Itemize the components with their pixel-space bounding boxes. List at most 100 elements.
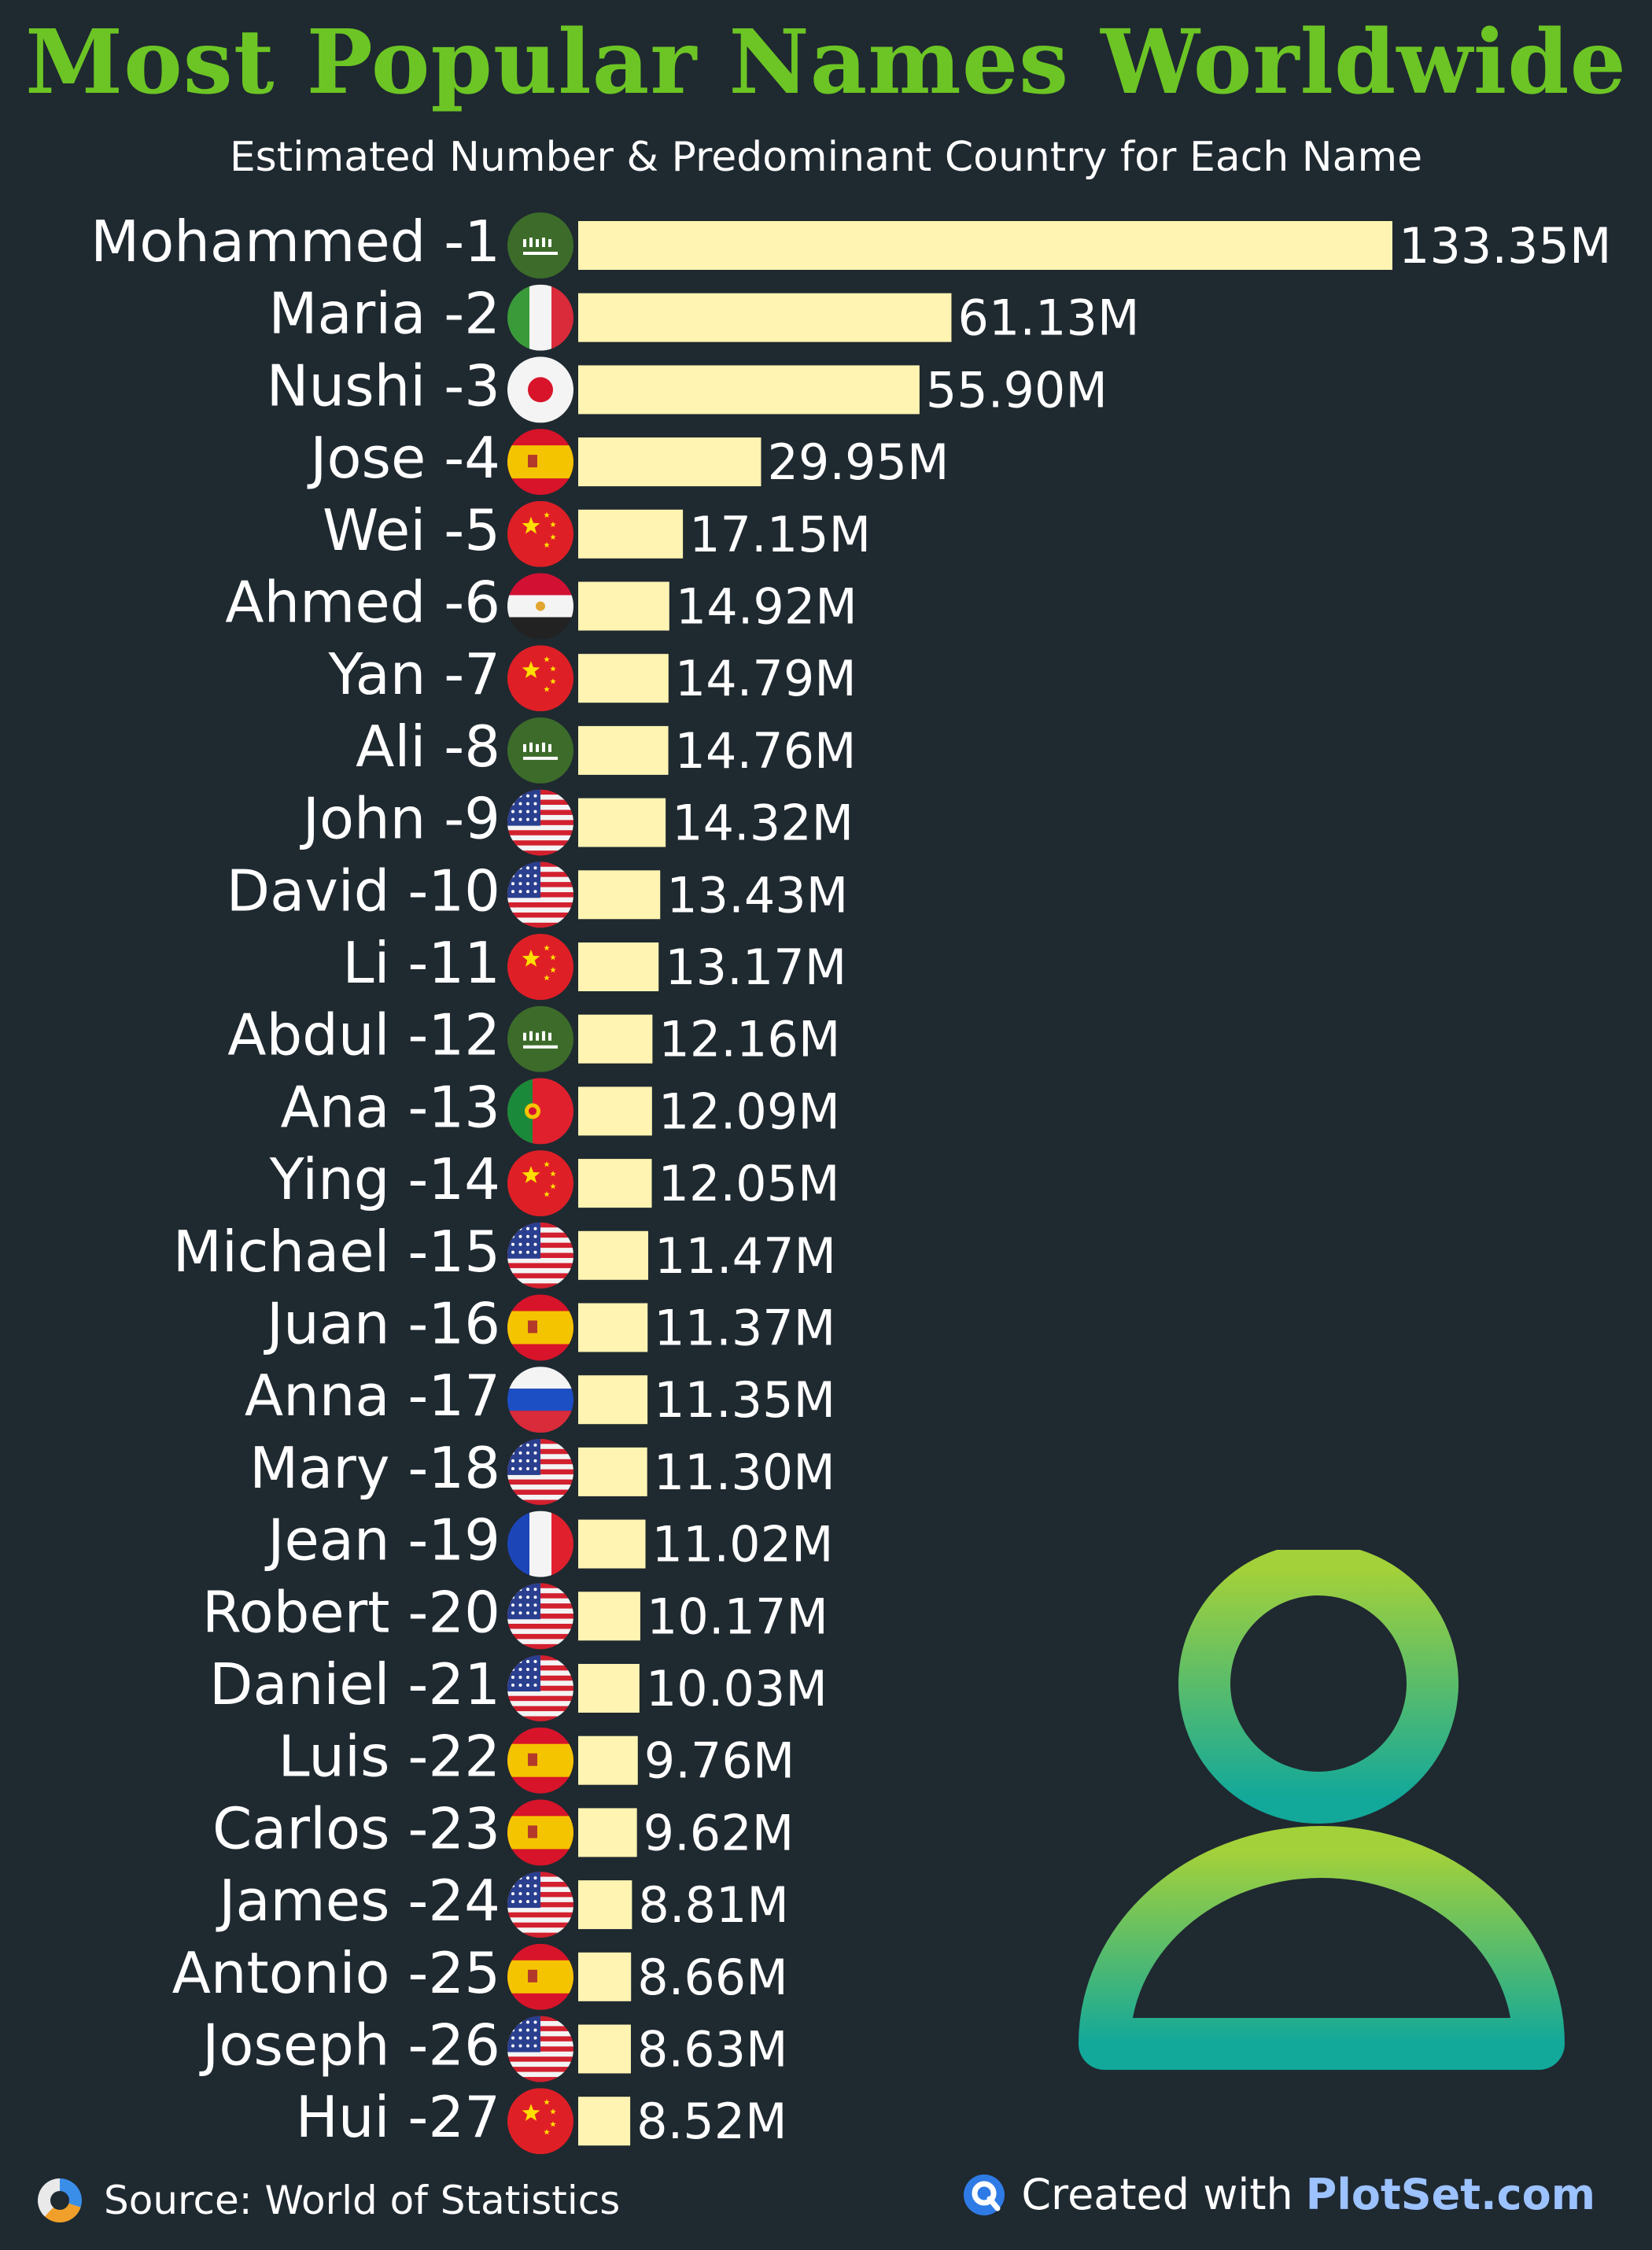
bar [578, 1375, 648, 1425]
bar-row: Ana -13 12.09M [281, 1074, 840, 1145]
category-label: Li -11 [342, 930, 500, 996]
value-label: 8.52M [636, 2093, 787, 2150]
portugal-flag-icon [507, 1078, 573, 1145]
bar-row: Jose -4 29.95M [307, 425, 949, 496]
bar-row: Juan -16 11.37M [264, 1291, 835, 1361]
category-label: Anna -17 [245, 1363, 500, 1429]
usa-flag-icon [507, 2016, 573, 2082]
china-flag-icon [507, 2088, 573, 2155]
category-label: Ana -13 [281, 1074, 501, 1140]
bar [578, 509, 684, 559]
bar-row: Ahmed -6 14.92M [225, 570, 857, 640]
bar [578, 870, 661, 920]
bar-row: Daniel -21 10.03M [209, 1651, 828, 1721]
bar [578, 1086, 652, 1136]
category-label: Mohammed -1 [90, 208, 500, 275]
category-label: Ahmed -6 [225, 570, 500, 636]
bar [578, 654, 669, 703]
usa-flag-icon [507, 1222, 573, 1289]
category-label: James -24 [216, 1868, 500, 1934]
bar [578, 798, 666, 847]
bar-row: Wei -5 17.15M [323, 497, 871, 567]
usa-flag-icon [507, 861, 573, 928]
category-label: Michael -15 [173, 1219, 500, 1285]
category-label: Joseph -26 [199, 2012, 500, 2078]
value-label: 10.17M [647, 1588, 828, 1645]
bar [578, 1519, 646, 1569]
credit-brand: PlotSet.com [1305, 2170, 1595, 2219]
bar-row: Joseph -26 8.63M [199, 2012, 788, 2082]
saudi-arabia-flag-icon [507, 1005, 573, 1072]
value-label: 14.79M [675, 650, 857, 707]
value-label: 12.16M [658, 1011, 840, 1068]
value-label: 11.30M [654, 1444, 835, 1501]
bar-row: Yan -7 14.79M [328, 641, 857, 712]
value-label: 12.05M [658, 1155, 840, 1212]
bar [578, 1592, 640, 1641]
bar [578, 1880, 632, 1930]
usa-flag-icon [507, 789, 573, 856]
source-note: Source: World of Statistics [38, 2178, 620, 2223]
bar [578, 1303, 648, 1352]
bar-row: Jean -19 11.02M [264, 1507, 834, 1577]
spain-flag-icon [507, 429, 573, 496]
bar-row: Nushi -3 55.90M [267, 352, 1108, 423]
bar-row: Ying -14 12.05M [269, 1146, 840, 1217]
chart-subtitle: Estimated Number & Predominant Country f… [229, 134, 1423, 181]
bar [578, 2097, 631, 2146]
category-label: Robert -20 [202, 1579, 500, 1645]
bar-row: Maria -2 61.13M [268, 281, 1139, 351]
value-label: 12.09M [658, 1083, 840, 1140]
value-label: 11.35M [654, 1371, 835, 1429]
bar [578, 942, 659, 991]
category-label: David -10 [227, 858, 500, 924]
chart-title: Most Popular Names Worldwide [25, 11, 1627, 114]
value-label: 17.15M [689, 506, 871, 563]
france-flag-icon [507, 1510, 573, 1577]
bar-row: Li -11 13.17M [342, 930, 846, 1000]
china-flag-icon [507, 1150, 573, 1217]
category-label: Yan -7 [328, 641, 501, 707]
bar-row: Mohammed -1 133.35M [90, 208, 1611, 278]
category-label: Mary -18 [249, 1435, 500, 1501]
category-label: John -9 [300, 786, 500, 852]
value-label: 11.37M [654, 1300, 835, 1357]
value-label: 13.17M [665, 939, 846, 996]
bar-row: Anna -17 11.35M [245, 1363, 835, 1433]
category-label: Luis -22 [278, 1724, 500, 1790]
bar [578, 437, 761, 487]
value-label: 8.66M [637, 1949, 788, 2006]
bar-row: Ali -8 14.76M [356, 714, 857, 784]
value-label: 10.03M [646, 1660, 828, 1717]
category-label: Nushi -3 [267, 352, 500, 419]
value-label: 29.95M [767, 433, 949, 491]
value-label: 61.13M [957, 290, 1139, 347]
credit-prefix: Created with [1021, 2170, 1293, 2219]
china-flag-icon [507, 645, 573, 712]
category-label: Maria -2 [268, 281, 500, 347]
value-label: 14.92M [676, 578, 857, 636]
category-label: Wei -5 [323, 497, 500, 563]
value-label: 13.43M [666, 866, 848, 924]
bar [578, 1664, 640, 1713]
italy-flag-icon [507, 284, 573, 351]
bar-row: Mary -18 11.30M [249, 1435, 835, 1505]
value-label: 14.76M [675, 722, 857, 780]
value-label: 8.63M [637, 2021, 788, 2078]
category-label: Abdul -12 [227, 1002, 500, 1068]
usa-flag-icon [507, 1583, 573, 1650]
bar-row: John -9 14.32M [300, 786, 854, 856]
credit[interactable]: Created with PlotSet.com [961, 2170, 1595, 2219]
category-label: Daniel -21 [209, 1651, 500, 1717]
bar-row: James -24 8.81M [216, 1868, 789, 1938]
category-label: Jose -4 [307, 425, 500, 491]
bar [578, 1447, 647, 1496]
spain-flag-icon [507, 1943, 573, 2010]
usa-flag-icon [507, 1872, 573, 1938]
value-label: 55.90M [926, 361, 1108, 419]
bar [578, 2024, 631, 2074]
person-icon [1079, 1550, 1565, 2070]
bar-row: Luis -22 9.76M [278, 1724, 795, 1794]
value-label: 14.32M [672, 795, 854, 852]
bar-row: Robert -20 10.17M [202, 1579, 828, 1650]
